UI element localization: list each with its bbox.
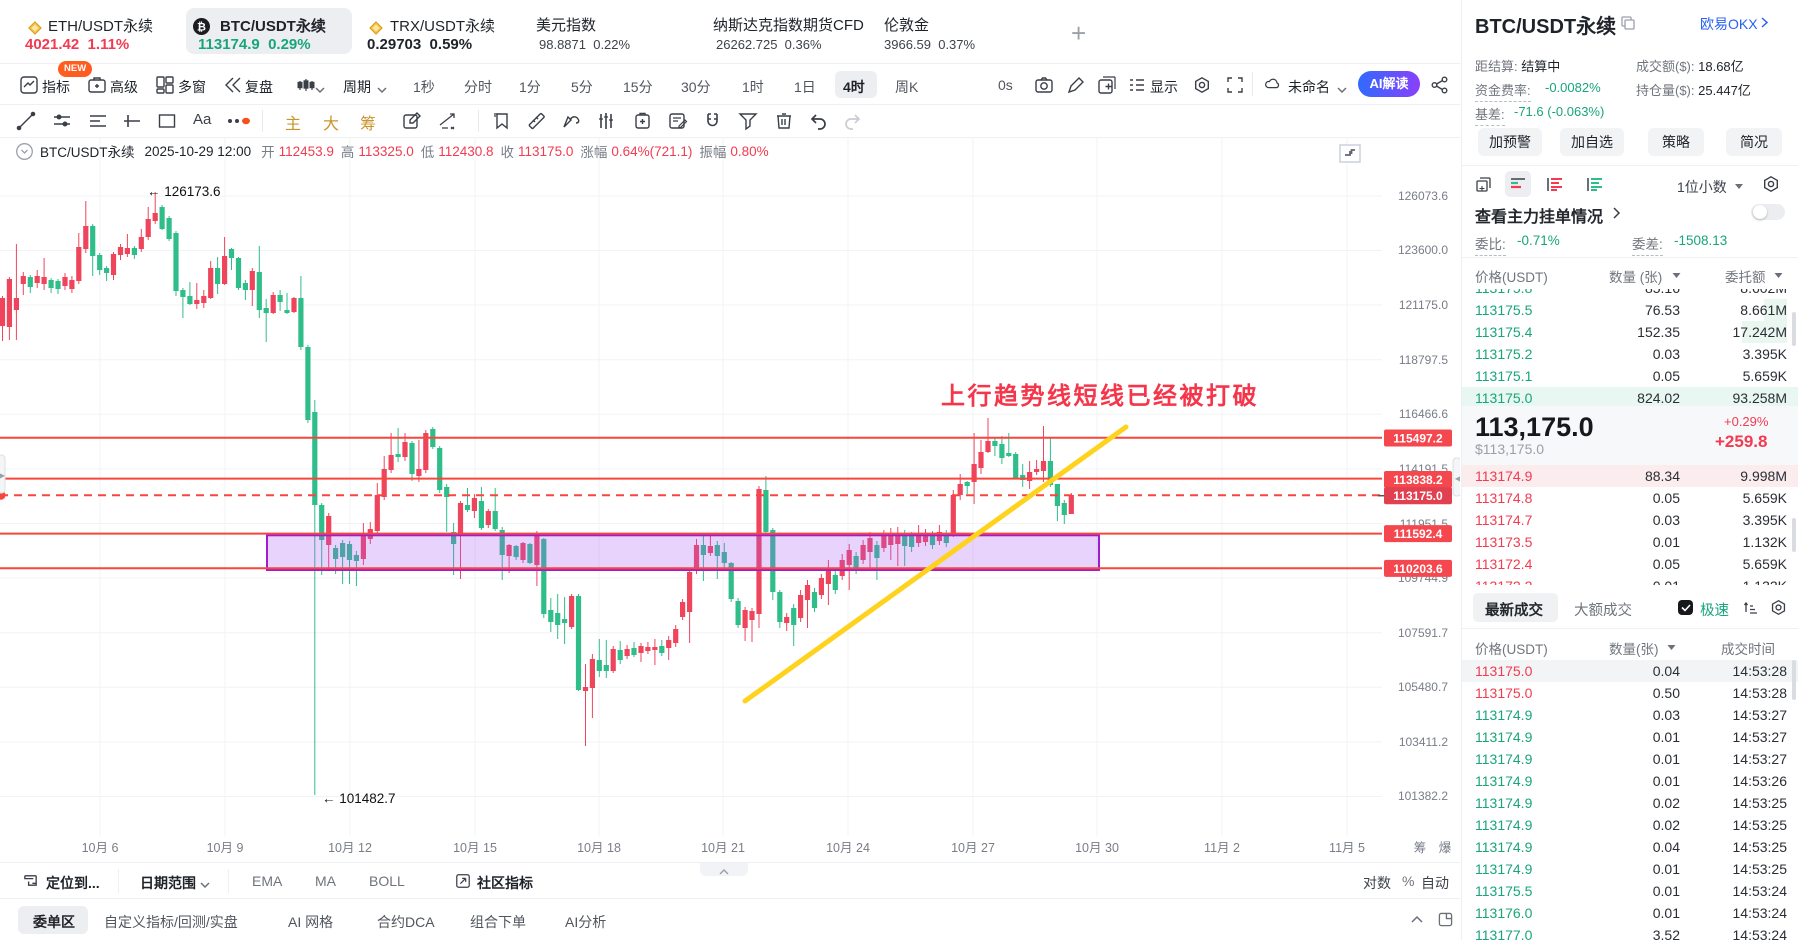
svg-text:10月 27: 10月 27: [951, 841, 995, 855]
svg-text:121175.0: 121175.0: [1399, 298, 1448, 312]
svg-text:10月 30: 10月 30: [1075, 841, 1119, 855]
svg-text:113838.2: 113838.2: [1393, 473, 1443, 487]
svg-text:115497.2: 115497.2: [1393, 432, 1443, 446]
svg-text:111592.4: 111592.4: [1394, 527, 1443, 541]
svg-text:110203.6: 110203.6: [1393, 562, 1443, 576]
svg-text:◀: ◀: [1455, 474, 1460, 483]
svg-text:116466.6: 116466.6: [1399, 407, 1448, 421]
svg-text:← 126173.6: ← 126173.6: [147, 184, 221, 199]
svg-text:上行趋势线短线已经被打破: 上行趋势线短线已经被打破: [941, 382, 1259, 410]
svg-text:105480.7: 105480.7: [1398, 680, 1448, 694]
svg-text:10月 21: 10月 21: [701, 841, 745, 855]
svg-text:10月 9: 10月 9: [207, 841, 244, 855]
svg-text:10月 15: 10月 15: [453, 841, 497, 855]
svg-text:107591.7: 107591.7: [1398, 626, 1448, 640]
svg-text:← 101482.7: ← 101482.7: [322, 791, 396, 806]
svg-text:10月 24: 10月 24: [826, 841, 870, 855]
svg-text:103411.2: 103411.2: [1399, 735, 1448, 749]
svg-text:11月 5: 11月 5: [1329, 841, 1365, 855]
svg-text:113175.0: 113175.0: [1393, 489, 1443, 503]
svg-text:₿: ₿: [197, 22, 206, 34]
svg-text:10月 18: 10月 18: [577, 841, 621, 855]
svg-text:11月 2: 11月 2: [1204, 841, 1240, 855]
svg-text:筹: 筹: [1414, 840, 1427, 855]
svg-text:101382.2: 101382.2: [1398, 789, 1448, 803]
svg-text:118797.5: 118797.5: [1399, 353, 1448, 367]
svg-text:爆: 爆: [1439, 841, 1452, 855]
svg-text:▶: ▶: [0, 471, 6, 480]
svg-text:123600.0: 123600.0: [1398, 243, 1448, 257]
svg-text:10月 6: 10月 6: [82, 841, 119, 855]
svg-text:126073.6: 126073.6: [1398, 189, 1448, 203]
svg-text:10月 12: 10月 12: [328, 841, 372, 855]
